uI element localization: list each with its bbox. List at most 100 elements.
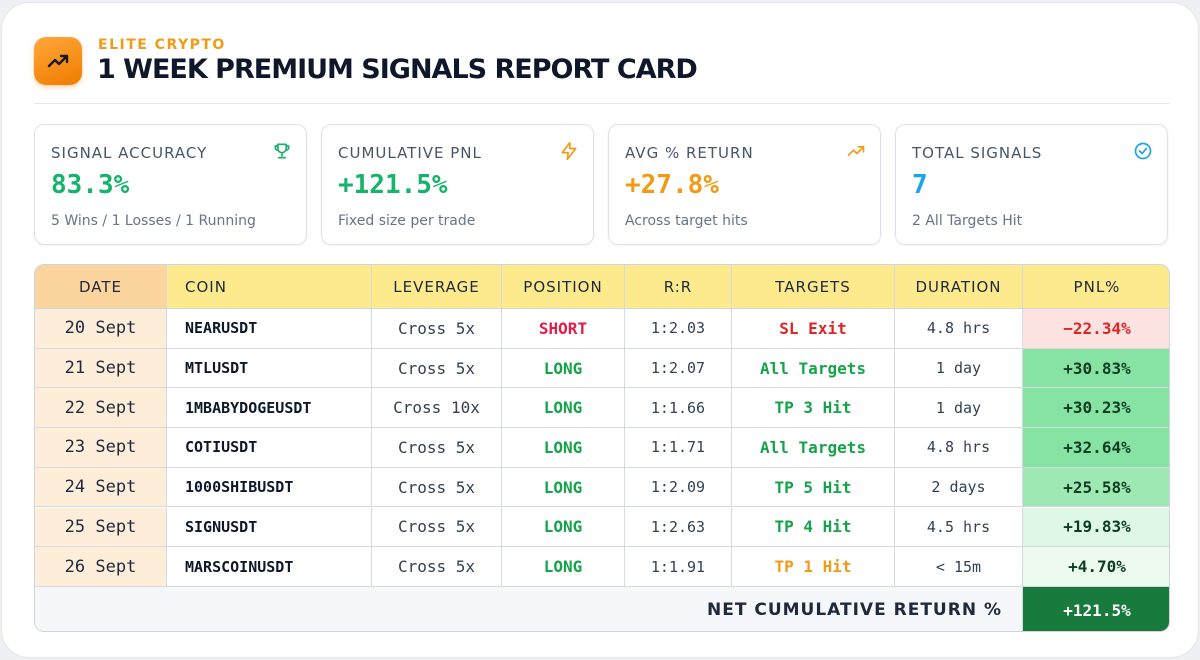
- pnl-cell: +30.23%: [1023, 388, 1169, 429]
- brand-name: ELITE CRYPTO: [98, 37, 226, 53]
- leverage-cell: Cross 5x: [372, 467, 502, 508]
- header-divider: [34, 103, 1170, 104]
- date-cell: 26 Sept: [35, 547, 167, 587]
- stat-label: SIGNAL ACCURACY: [51, 144, 208, 162]
- table-row: 25 Sept SIGNUSDT Cross 5x LONG 1:2.63 TP 4 Hi…: [35, 507, 1169, 548]
- rr-cell: 1:2.63: [625, 507, 732, 548]
- pnl-cell: +19.83%: [1023, 507, 1169, 548]
- date-cell: 24 Sept: [35, 467, 167, 508]
- rr-cell: 1:1.66: [625, 388, 732, 429]
- page-title: 1 WEEK PREMIUM SIGNALS REPORT CARD: [97, 54, 698, 85]
- leverage-cell: Cross 5x: [372, 547, 502, 587]
- column-header-duration: DURATION: [895, 265, 1023, 309]
- coin-cell: 1MBABYDOGEUSDT: [167, 388, 372, 429]
- duration-cell: 4.5 hrs: [895, 507, 1023, 548]
- date-cell: 20 Sept: [35, 309, 167, 349]
- signals-table: DATE COIN LEVERAGE POSITION R:R TARGETS …: [34, 264, 1170, 632]
- pnl-cell: +4.70%: [1023, 547, 1169, 587]
- stat-subtext: 5 Wins / 1 Losses / 1 Running: [51, 213, 256, 229]
- duration-cell: 4.8 hrs: [895, 309, 1023, 349]
- rr-cell: 1:1.91: [625, 547, 732, 587]
- pnl-cell: +30.83%: [1023, 348, 1169, 389]
- targets-cell: All Targets: [732, 428, 895, 468]
- position-cell: LONG: [502, 467, 625, 508]
- leverage-cell: Cross 5x: [372, 309, 502, 349]
- date-cell: 25 Sept: [35, 507, 167, 548]
- coin-cell: NEARUSDT: [167, 309, 372, 349]
- stat-value: +121.5%: [338, 170, 448, 200]
- table-row: 21 Sept MTLUSDT Cross 5x LONG 1:2.07 All Targ…: [35, 348, 1169, 389]
- targets-cell: TP 4 Hit: [732, 507, 895, 548]
- table-row: 23 Sept COTIUSDT Cross 5x LONG 1:1.71 All Tar…: [35, 428, 1169, 468]
- stat-card-avg-return: AVG % RETURN +27.8% Across target hits: [608, 124, 881, 245]
- table-row: 24 Sept 1000SHIBUSDT Cross 5x LONG 1:2.09 TP …: [35, 467, 1169, 508]
- position-cell: LONG: [502, 348, 625, 389]
- coin-cell: MARSCOINUSDT: [167, 547, 372, 587]
- stat-label: AVG % RETURN: [625, 144, 754, 162]
- stat-label: TOTAL SIGNALS: [912, 144, 1043, 162]
- stat-label: CUMULATIVE PNL: [338, 144, 482, 162]
- leverage-cell: Cross 10x: [372, 388, 502, 429]
- rr-cell: 1:2.07: [625, 348, 732, 389]
- column-header-coin: COIN: [167, 265, 372, 309]
- stat-subtext: Across target hits: [625, 213, 748, 229]
- rr-cell: 1:2.09: [625, 467, 732, 508]
- rr-cell: 1:2.03: [625, 309, 732, 349]
- duration-cell: 1 day: [895, 388, 1023, 429]
- stat-value: 7: [912, 170, 928, 200]
- report-header: ELITE CRYPTO 1 WEEK PREMIUM SIGNALS REPO…: [34, 35, 1170, 87]
- pnl-cell: −22.34%: [1023, 309, 1169, 349]
- stat-subtext: 2 All Targets Hit: [912, 213, 1023, 229]
- leverage-cell: Cross 5x: [372, 428, 502, 468]
- coin-cell: 1000SHIBUSDT: [167, 467, 372, 508]
- pnl-cell: +32.64%: [1023, 428, 1169, 468]
- column-header-leverage: LEVERAGE: [372, 265, 502, 309]
- date-cell: 23 Sept: [35, 428, 167, 468]
- duration-cell: 1 day: [895, 348, 1023, 389]
- column-header-rr: R:R: [625, 265, 732, 309]
- coin-cell: SIGNUSDT: [167, 507, 372, 548]
- table-row: 22 Sept 1MBABYDOGEUSDT Cross 10x LONG 1:1.66…: [35, 388, 1169, 429]
- position-cell: LONG: [502, 428, 625, 468]
- targets-cell: TP 3 Hit: [732, 388, 895, 429]
- targets-cell: TP 1 Hit: [732, 547, 895, 587]
- net-cumulative-return-value: +121.5%: [1023, 587, 1169, 631]
- stat-card-signal-accuracy: SIGNAL ACCURACY 83.3% 5 Wins / 1 Losses …: [34, 124, 307, 245]
- table-footer-row: NET CUMULATIVE RETURN % +121.5%: [35, 587, 1169, 631]
- leverage-cell: Cross 5x: [372, 348, 502, 389]
- coin-cell: MTLUSDT: [167, 348, 372, 389]
- trending-up-icon: [846, 141, 866, 161]
- leverage-cell: Cross 5x: [372, 507, 502, 548]
- position-cell: LONG: [502, 547, 625, 587]
- trophy-icon: [272, 141, 292, 161]
- stat-card-cumulative-pnl: CUMULATIVE PNL +121.5% Fixed size per tr…: [321, 124, 594, 245]
- check-circle-icon: [1133, 141, 1153, 161]
- duration-cell: < 15m: [895, 547, 1023, 587]
- targets-cell: All Targets: [732, 348, 895, 389]
- targets-cell: TP 5 Hit: [732, 467, 895, 508]
- stat-value: 83.3%: [51, 170, 130, 200]
- targets-cell: SL Exit: [732, 309, 895, 349]
- column-header-date: DATE: [35, 265, 167, 309]
- stat-card-total-signals: TOTAL SIGNALS 7 2 All Targets Hit: [895, 124, 1168, 245]
- position-cell: LONG: [502, 388, 625, 429]
- trending-up-icon: [34, 37, 82, 85]
- net-cumulative-return-label: NET CUMULATIVE RETURN %: [35, 587, 1023, 631]
- date-cell: 22 Sept: [35, 388, 167, 429]
- date-cell: 21 Sept: [35, 348, 167, 389]
- table-row: 20 Sept NEARUSDT Cross 5x SHORT 1:2.03 SL Exi…: [35, 309, 1169, 349]
- position-cell: SHORT: [502, 309, 625, 349]
- table-header-row: DATE COIN LEVERAGE POSITION R:R TARGETS …: [35, 265, 1169, 309]
- rr-cell: 1:1.71: [625, 428, 732, 468]
- column-header-pnl: PNL%: [1023, 265, 1169, 309]
- table-row: 26 Sept MARSCOINUSDT Cross 5x LONG 1:1.91 TP …: [35, 547, 1169, 587]
- duration-cell: 4.8 hrs: [895, 428, 1023, 468]
- position-cell: LONG: [502, 507, 625, 548]
- coin-cell: COTIUSDT: [167, 428, 372, 468]
- pnl-cell: +25.58%: [1023, 467, 1169, 508]
- duration-cell: 2 days: [895, 467, 1023, 508]
- stat-value: +27.8%: [625, 170, 719, 200]
- column-header-position: POSITION: [502, 265, 625, 309]
- stat-subtext: Fixed size per trade: [338, 213, 476, 229]
